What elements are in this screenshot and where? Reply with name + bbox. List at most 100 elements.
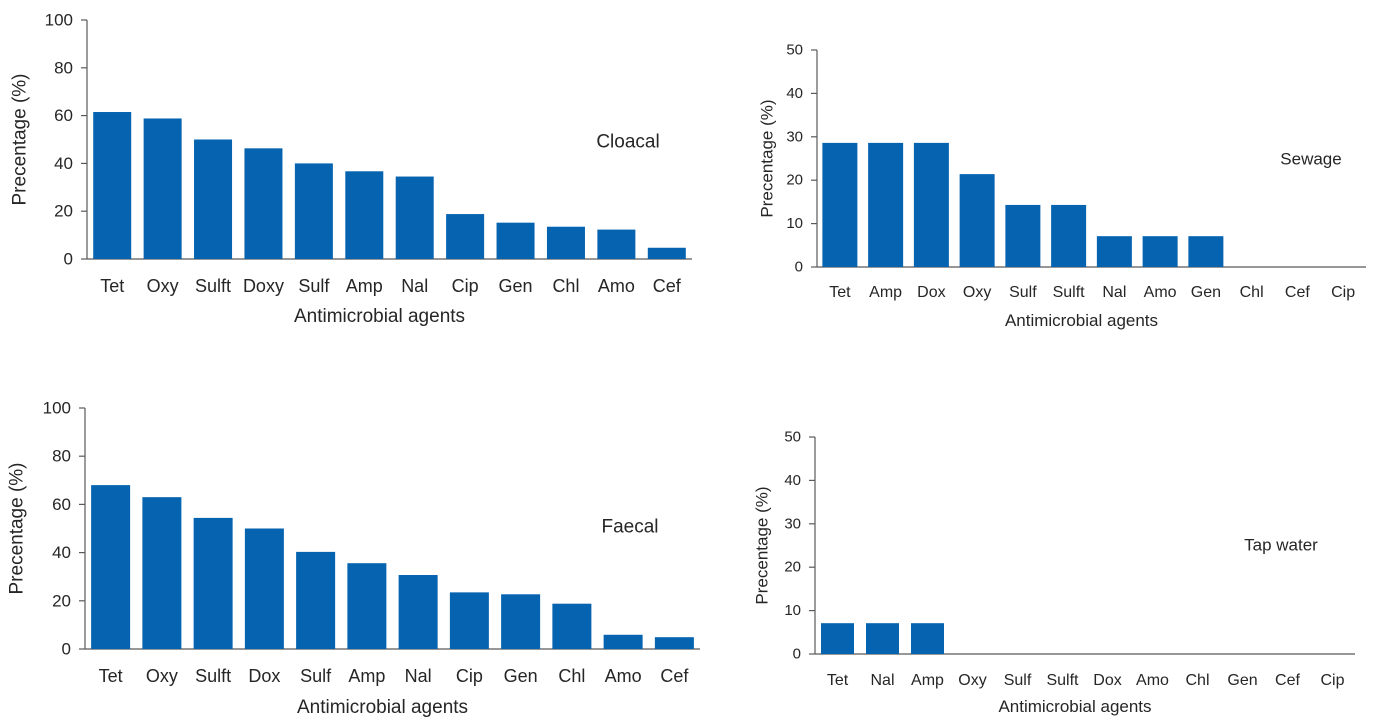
x-tick-label: Nal <box>1102 284 1126 301</box>
y-tick-label: 0 <box>64 250 73 269</box>
bar <box>911 623 944 654</box>
x-tick-label: Oxy <box>958 672 986 689</box>
bar <box>501 594 541 649</box>
bar <box>142 497 182 649</box>
x-tick-label: Amp <box>869 284 902 301</box>
bar <box>91 485 131 649</box>
x-tick-label: Amo <box>598 276 635 296</box>
bar <box>552 603 592 649</box>
y-tick-label: 0 <box>795 259 803 276</box>
bar <box>654 637 694 649</box>
bar <box>395 176 434 259</box>
x-tick-label: Cip <box>452 276 479 296</box>
y-tick-label: 0 <box>793 646 801 663</box>
x-axis-title: Antimicrobial agents <box>294 306 465 327</box>
y-tick-label: 50 <box>784 429 801 446</box>
y-tick-label: 80 <box>52 447 71 466</box>
panel-label: Faecal <box>601 517 658 538</box>
x-axis-title: Antimicrobial agents <box>998 697 1151 716</box>
y-tick-label: 20 <box>784 559 801 576</box>
x-tick-label: Sulft <box>195 276 231 296</box>
x-tick-label: Cef <box>660 666 689 686</box>
x-tick-label: Dox <box>248 666 280 686</box>
chart-panel: 0 10 20 30 40 50 Tet Amp Dox Oxy Sulf Sulft Nal Amo Ge… <box>758 42 1366 330</box>
panel-label: Cloacal <box>596 132 659 153</box>
x-tick-label: Cef <box>653 276 682 296</box>
y-tick-label: 40 <box>786 85 803 102</box>
y-tick-label: 40 <box>54 154 73 173</box>
y-axis-title: Precentage (%) <box>753 486 772 604</box>
x-tick-label: Amo <box>1136 672 1169 689</box>
x-tick-label: Oxy <box>147 276 179 296</box>
bar <box>347 563 387 649</box>
panel-label: Tap water <box>1244 536 1318 555</box>
bar <box>296 551 336 649</box>
x-axis-title: Antimicrobial agents <box>297 697 468 718</box>
bar <box>866 623 899 654</box>
x-tick-label: Chl <box>552 276 579 296</box>
bar <box>143 118 182 259</box>
bar <box>193 517 233 649</box>
x-tick-label: Tet <box>827 672 849 689</box>
chart-panel: 0 20 40 60 80 100 Tet Oxy Sulft Dox Sulf Amp Nal Cip G… <box>7 399 700 718</box>
x-tick-label: Gen <box>1191 284 1221 301</box>
bar <box>244 528 284 649</box>
bar <box>868 142 904 267</box>
x-tick-label: Cip <box>456 666 483 686</box>
x-tick-label: Chl <box>1185 672 1209 689</box>
bar <box>603 634 643 649</box>
x-tick-label: Nal <box>401 276 428 296</box>
bar <box>913 142 949 267</box>
y-tick-label: 80 <box>54 58 73 77</box>
x-tick-label: Tet <box>100 276 124 296</box>
y-tick-label: 20 <box>52 591 71 610</box>
x-tick-label: Dox <box>917 284 945 301</box>
x-tick-label: Tet <box>99 666 123 686</box>
y-axis-title: Precentage (%) <box>7 462 28 594</box>
x-tick-label: Cef <box>1285 284 1310 301</box>
y-tick-label: 30 <box>784 515 801 532</box>
y-tick-label: 100 <box>45 11 73 30</box>
x-tick-label: Nal <box>870 672 894 689</box>
x-tick-label: Chl <box>1240 284 1264 301</box>
bar <box>345 171 384 259</box>
bar <box>294 163 333 259</box>
y-tick-label: 0 <box>62 640 71 659</box>
bar <box>546 226 585 259</box>
chart-panel: 0 20 40 60 80 100 Tet Oxy Sulft Doxy Sulf Amp Nal Cip… <box>10 11 692 327</box>
y-axis-title: Precentage (%) <box>10 73 31 205</box>
bar <box>821 623 854 654</box>
x-tick-label: Gen <box>499 276 533 296</box>
chart-panel: 0 10 20 30 40 50 Tet Nal Amp Oxy Sulf Sulft Dox Amo Ch… <box>753 429 1355 716</box>
x-tick-label: Amo <box>605 666 642 686</box>
y-tick-label: 60 <box>52 495 71 514</box>
x-tick-label: Gen <box>1227 672 1257 689</box>
bar <box>496 222 535 259</box>
bar <box>597 229 636 259</box>
x-tick-label: Oxy <box>963 284 991 301</box>
y-tick-label: 40 <box>784 472 801 489</box>
y-tick-label: 30 <box>786 128 803 145</box>
bar <box>959 174 995 267</box>
bar <box>647 247 686 259</box>
x-tick-label: Sulft <box>195 666 231 686</box>
bar <box>93 112 132 259</box>
x-tick-label: Amp <box>911 672 944 689</box>
y-tick-label: 50 <box>786 42 803 59</box>
y-tick-label: 60 <box>54 106 73 125</box>
bar <box>398 575 438 649</box>
bar <box>1142 236 1178 267</box>
x-tick-label: Gen <box>504 666 538 686</box>
x-tick-label: Doxy <box>243 276 284 296</box>
x-tick-label: Amp <box>346 276 383 296</box>
x-tick-label: Sulft <box>1053 284 1086 301</box>
bar <box>244 148 283 259</box>
x-tick-label: Cip <box>1331 284 1355 301</box>
bar <box>1188 236 1224 267</box>
x-tick-label: Sulf <box>300 666 332 686</box>
x-tick-label: Chl <box>558 666 585 686</box>
x-tick-label: Tet <box>829 284 851 301</box>
x-tick-label: Amp <box>348 666 385 686</box>
bar <box>1096 236 1132 267</box>
